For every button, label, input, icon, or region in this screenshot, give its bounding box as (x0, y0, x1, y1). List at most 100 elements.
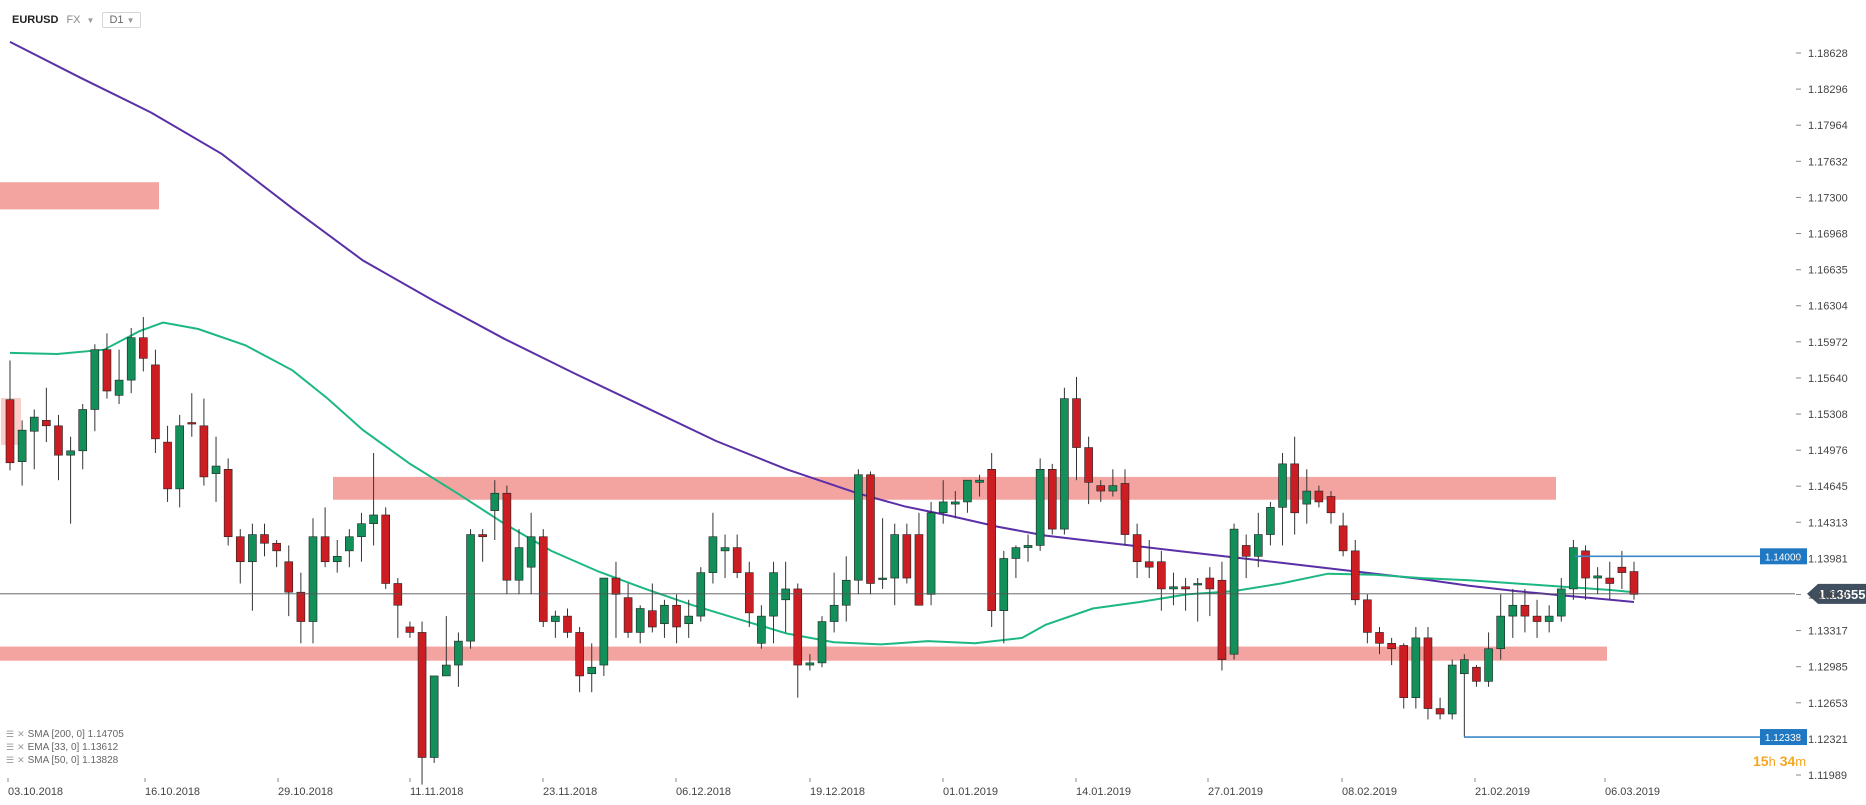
candle-bearish (1217, 579, 1227, 660)
legend-item[interactable]: ☰ ✕ SMA [50, 0] 1.13828 (6, 754, 124, 767)
candle-bearish (163, 441, 172, 490)
candle-bearish (1350, 550, 1360, 601)
countdown-hours: 15 (1753, 753, 1769, 769)
candle-bullish (829, 604, 839, 622)
resistance-zone (0, 182, 159, 210)
zones-layer (0, 182, 1607, 661)
candle-bullish (248, 534, 257, 563)
candle-bullish (684, 615, 693, 625)
candle-bearish (744, 572, 754, 614)
market-dropdown[interactable]: FX ▼ (66, 14, 94, 26)
candle-bearish (1423, 637, 1433, 709)
legend-item[interactable]: ☰ ✕ SMA [200, 0] 1.14705 (6, 728, 124, 741)
candle-bullish (1108, 485, 1118, 492)
candle-bearish (1532, 615, 1542, 622)
candle-bullish (441, 664, 451, 677)
candle-bullish (369, 514, 378, 524)
candle-bullish (308, 536, 318, 622)
candle-bullish (757, 615, 766, 644)
candle-bullish (854, 474, 863, 581)
candle-bearish (1338, 525, 1348, 552)
candle-bullish (526, 536, 536, 568)
indicator-legend: ☰ ✕ SMA [200, 0] 1.14705 ☰ ✕ EMA [33, 0] 1.13… (6, 728, 124, 767)
candle-bullish (1023, 545, 1033, 548)
candle-bearish (1205, 577, 1215, 590)
candle-bullish (708, 536, 718, 573)
candle-bullish (926, 512, 936, 595)
close-icon[interactable]: ✕ (17, 742, 25, 752)
level-label: 1.14000 (1765, 552, 1802, 563)
candle-bearish (320, 536, 330, 563)
x-tick-label: 11.11.2018 (410, 786, 463, 798)
candle-bearish (1047, 469, 1057, 530)
candle-bearish (611, 577, 621, 595)
candle-bearish (575, 632, 584, 677)
candle-bearish (987, 469, 996, 611)
candle-bullish (490, 492, 500, 511)
resistance-zone (0, 646, 1607, 661)
close-icon[interactable]: ✕ (17, 755, 25, 765)
y-tick-label: 1.18628 (1808, 48, 1848, 60)
settings-icon[interactable]: ☰ (6, 755, 15, 765)
close-icon[interactable]: ✕ (17, 729, 25, 739)
y-tick-label: 1.15640 (1808, 373, 1848, 385)
candle-bearish (648, 610, 657, 628)
candle-bearish (1181, 586, 1190, 590)
resistance-zone (333, 476, 1556, 500)
candle-bearish (1326, 496, 1336, 514)
candle-bearish (284, 561, 294, 593)
candle-bullish (1035, 469, 1045, 546)
y-axis: 1.18628 1.18296 1.17964 1.17632 1.17300 1.169… (1796, 48, 1848, 782)
candle-bearish (1084, 447, 1093, 483)
x-tick-label: 01.01.2019 (943, 786, 998, 798)
indicator-lines (9, 41, 1635, 646)
settings-icon[interactable]: ☰ (6, 742, 15, 752)
candle-bullish (660, 604, 669, 625)
symbol-label[interactable]: EURUSD (12, 14, 59, 26)
candle-bullish (890, 534, 900, 579)
candle-bearish (1314, 490, 1324, 503)
current-price-label: 1.13655 (1819, 587, 1866, 602)
candle-bearish (296, 591, 306, 622)
x-tick-label: 06.03.2019 (1605, 786, 1660, 798)
candle-bullish (1229, 528, 1239, 655)
candle-bearish (1581, 550, 1590, 579)
candle-bullish (29, 416, 39, 432)
countdown-h-unit: h (1768, 754, 1776, 769)
candle-bearish (235, 536, 245, 563)
candle-bearish (1132, 534, 1142, 563)
y-tick-label: 1.12653 (1808, 698, 1848, 710)
sma200-line (9, 41, 1635, 603)
candle-bullish (817, 621, 827, 664)
candle-bearish (902, 534, 912, 579)
candle-bearish (1617, 566, 1627, 573)
level-label-bg (1760, 729, 1807, 746)
timeframe-dropdown[interactable]: D1 ▼ (102, 12, 142, 28)
settings-icon[interactable]: ☰ (6, 729, 15, 739)
candle-bullish (878, 577, 887, 580)
candle-bearish (502, 492, 512, 581)
legend-item[interactable]: ☰ ✕ EMA [33, 0] 1.13612 (6, 741, 124, 754)
candle-bullish (17, 429, 27, 462)
candle-bullish (429, 675, 439, 758)
candle-bearish (866, 474, 875, 584)
candle-bearish (1435, 708, 1445, 715)
x-axis: 03.10.2018 16.10.2018 29.10.2018 11.11.2018… (7, 778, 1660, 798)
y-tick-label: 1.12321 (1808, 734, 1848, 746)
y-tick-label: 1.11989 (1808, 770, 1847, 782)
candle-bullish (963, 479, 972, 503)
candle-bearish (393, 583, 403, 606)
candle-bearish (672, 604, 681, 628)
legend-label: SMA [50, 0] 1.13828 (27, 755, 119, 766)
candle-bullish (1302, 490, 1312, 505)
candle-bullish (1593, 575, 1602, 579)
candle-bullish (1266, 507, 1275, 535)
candle-bullish (696, 572, 706, 617)
legend-label: SMA [200, 0] 1.14705 (27, 729, 124, 740)
candle-bearish (1157, 561, 1166, 590)
candle-bearish (1120, 483, 1130, 535)
candle-bullish (175, 425, 184, 490)
candle-bullish (999, 558, 1009, 611)
y-tick-label: 1.15308 (1808, 409, 1848, 421)
